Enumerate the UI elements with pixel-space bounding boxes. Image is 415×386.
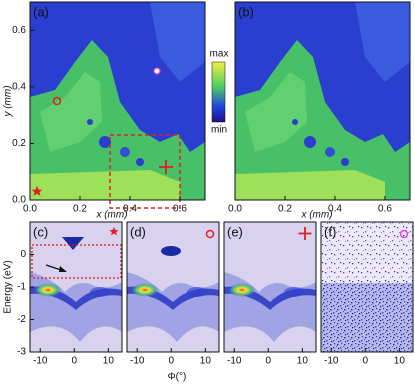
- y-tick-label: -1: [17, 282, 26, 293]
- region-box: [109, 134, 181, 209]
- arpes-f-image: [321, 222, 413, 352]
- x-tick-label: 10: [103, 356, 115, 367]
- frame: [223, 221, 317, 353]
- panel-label: (d): [130, 224, 146, 239]
- colorbar: [211, 61, 226, 123]
- x-tick-label: 0.6: [173, 204, 187, 215]
- arpes-e-image: [224, 222, 316, 352]
- y-axis-label: y (mm): [3, 85, 14, 117]
- map-b-image: [235, 2, 410, 200]
- panel-label: (b): [238, 4, 254, 19]
- y-tick-label: 0.2: [12, 138, 26, 149]
- y-tick-label: 0.4: [12, 81, 26, 92]
- x-axis-label: x (mm): [300, 210, 332, 221]
- x-tick-label: 0: [72, 356, 78, 367]
- y-axis-label: Energy (eV): [3, 260, 14, 313]
- y-tick-label: 0: [20, 249, 26, 260]
- y-tick-label: 0.0: [12, 195, 26, 206]
- x-tick-label: 10: [297, 356, 309, 367]
- panel-label: (f): [324, 224, 336, 239]
- position-markers: [31, 67, 173, 196]
- frame: [320, 221, 414, 353]
- x-tick-label: 10: [200, 356, 212, 367]
- x-tick-label: 0: [363, 356, 369, 367]
- panel-label: (c): [33, 224, 48, 239]
- y-tick-label: -2: [17, 314, 26, 325]
- y-tick-label: 0.6: [12, 25, 26, 36]
- x-tick-label: 0.4: [123, 204, 137, 215]
- x-tick-label: 0: [169, 356, 175, 367]
- x-tick-label: 0.0: [23, 204, 37, 215]
- colorbar-max: max: [210, 49, 229, 60]
- frame: [234, 1, 411, 201]
- arrow: [45, 264, 67, 272]
- panel-label: (a): [33, 4, 49, 19]
- x-tick-label: 0.2: [278, 204, 292, 215]
- x-axis-label: Φ(°): [168, 372, 187, 383]
- x-tick-label: 0.4: [328, 204, 342, 215]
- x-tick-label: 0.0: [228, 204, 242, 215]
- y-tick-label: -3: [17, 347, 26, 358]
- arpes-c-image: [30, 222, 122, 352]
- x-tick-label: -10: [130, 356, 145, 367]
- arpes-d-image: [127, 222, 219, 352]
- frame: [126, 221, 220, 353]
- panel-symbols: [109, 227, 409, 240]
- colorbar-min: min: [211, 125, 227, 136]
- x-tick-label: -10: [33, 356, 48, 367]
- frame: [29, 1, 206, 201]
- x-tick-label: -10: [324, 356, 339, 367]
- x-tick-label: -10: [227, 356, 242, 367]
- inset-box: [31, 244, 122, 279]
- x-tick-label: 0.2: [73, 204, 87, 215]
- map-a-image: [30, 2, 205, 200]
- panel-label: (e): [227, 224, 243, 239]
- x-tick-label: 10: [394, 356, 406, 367]
- x-tick-label: 0.6: [378, 204, 392, 215]
- x-axis-label: x (mm): [95, 210, 127, 221]
- x-tick-label: 0: [266, 356, 272, 367]
